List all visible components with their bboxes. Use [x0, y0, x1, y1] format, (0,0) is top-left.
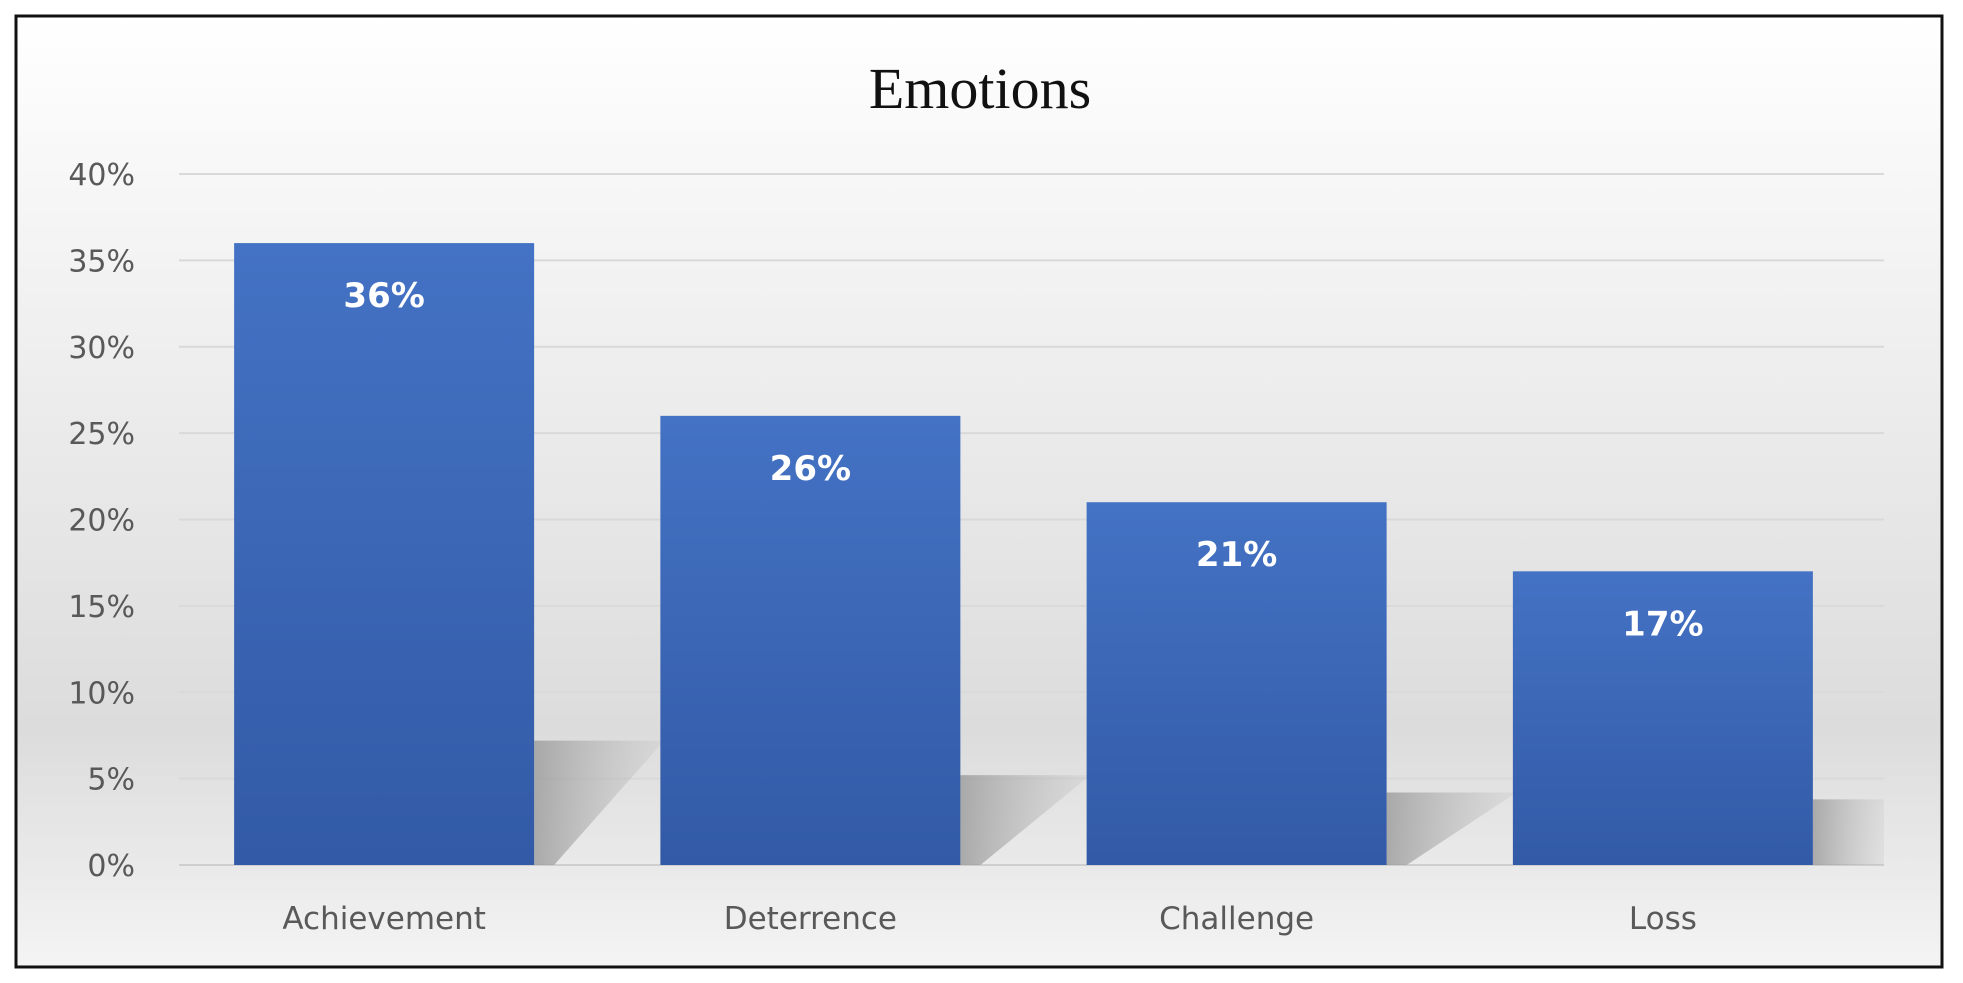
- y-tick-label: 10%: [68, 676, 135, 711]
- x-category-label: Loss: [1629, 901, 1697, 937]
- bar-shadow: [534, 740, 665, 865]
- bar-shadow: [1386, 792, 1517, 865]
- data-label: 17%: [1622, 604, 1703, 644]
- bar-shadow: [960, 775, 1091, 865]
- x-category-label: Challenge: [1159, 901, 1314, 937]
- bar-deterrence: [660, 415, 961, 865]
- y-tick-label: 15%: [68, 590, 135, 625]
- x-category-label: Achievement: [282, 901, 486, 937]
- bar-achievement: [234, 243, 535, 866]
- y-tick-label: 35%: [68, 244, 135, 279]
- data-label: 36%: [343, 276, 424, 316]
- bar-challenge: [1086, 502, 1387, 865]
- y-tick-label: 40%: [68, 158, 135, 193]
- data-label: 26%: [770, 449, 851, 489]
- y-tick-label: 20%: [68, 504, 135, 539]
- bar-loss: [1512, 571, 1813, 865]
- y-tick-label: 0%: [87, 849, 135, 884]
- chart-title: Emotions: [869, 56, 1091, 121]
- data-label: 21%: [1196, 535, 1277, 575]
- y-tick-label: 5%: [87, 763, 135, 798]
- bar-shadow: [1812, 799, 1884, 865]
- y-tick-label: 30%: [68, 331, 135, 366]
- y-tick-label: 25%: [68, 417, 135, 452]
- x-category-label: Deterrence: [724, 901, 897, 937]
